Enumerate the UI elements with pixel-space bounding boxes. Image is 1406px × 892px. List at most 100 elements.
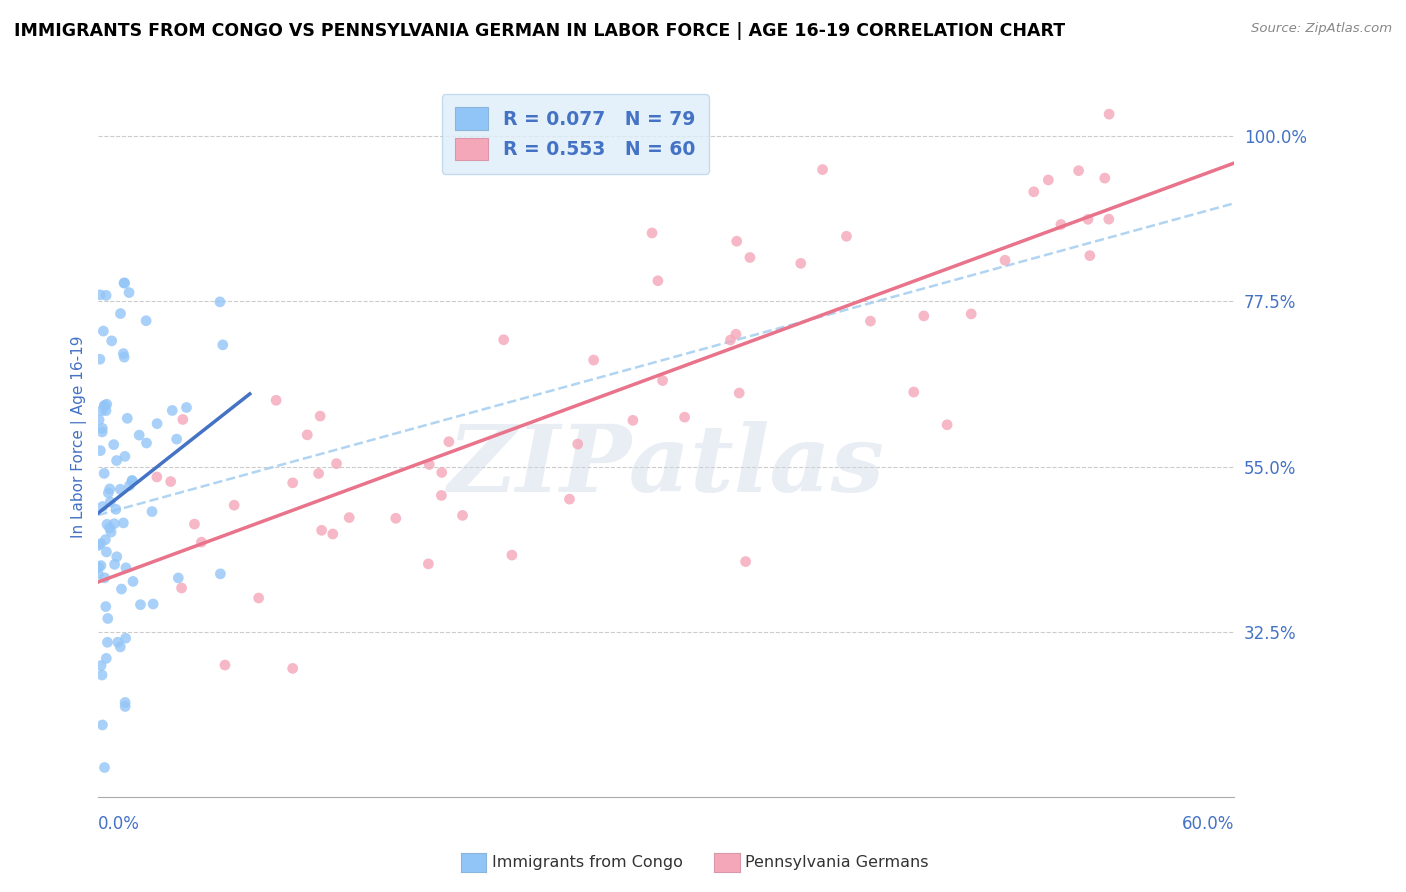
- Point: [558, 492, 581, 507]
- Point: [97, 611, 120, 625]
- Point: [183, 517, 205, 532]
- Point: [651, 374, 673, 388]
- Point: [418, 557, 440, 571]
- Point: [114, 695, 136, 709]
- Y-axis label: In Labor Force | Age 16-19: In Labor Force | Age 16-19: [72, 336, 87, 539]
- Point: [960, 307, 983, 321]
- Point: [322, 527, 344, 541]
- Point: [309, 409, 332, 423]
- Point: [105, 453, 128, 467]
- Point: [430, 488, 453, 502]
- Point: [1067, 163, 1090, 178]
- Point: [104, 558, 127, 572]
- Point: [418, 458, 440, 472]
- Point: [110, 482, 132, 496]
- Point: [128, 428, 150, 442]
- Point: [91, 718, 114, 732]
- Point: [135, 436, 157, 450]
- Point: [122, 574, 145, 589]
- Point: [1098, 212, 1121, 227]
- Point: [112, 350, 135, 364]
- Point: [89, 352, 111, 367]
- Point: [110, 640, 132, 654]
- Point: [582, 353, 605, 368]
- Point: [430, 466, 453, 480]
- Point: [129, 598, 152, 612]
- Point: [91, 324, 114, 338]
- Point: [93, 760, 115, 774]
- Point: [114, 450, 136, 464]
- Text: 0.0%: 0.0%: [98, 815, 141, 833]
- Point: [100, 334, 122, 348]
- Point: [107, 635, 129, 649]
- Point: [170, 581, 193, 595]
- Point: [492, 333, 515, 347]
- Text: IMMIGRANTS FROM CONGO VS PENNSYLVANIA GERMAN IN LABOR FORCE | AGE 16-19 CORRELAT: IMMIGRANTS FROM CONGO VS PENNSYLVANIA GE…: [14, 22, 1066, 40]
- Point: [190, 535, 212, 549]
- Point: [224, 498, 246, 512]
- Point: [118, 285, 141, 300]
- Point: [98, 495, 121, 509]
- Point: [281, 475, 304, 490]
- Point: [103, 516, 125, 531]
- Point: [208, 294, 231, 309]
- Point: [384, 511, 406, 525]
- Point: [91, 403, 114, 417]
- Point: [90, 658, 112, 673]
- Point: [1038, 173, 1060, 187]
- Point: [93, 571, 115, 585]
- Point: [112, 516, 135, 530]
- Point: [247, 591, 270, 605]
- Point: [112, 276, 135, 290]
- Point: [859, 314, 882, 328]
- Point: [105, 549, 128, 564]
- Point: [146, 417, 169, 431]
- Point: [96, 651, 118, 665]
- Point: [100, 525, 122, 540]
- Point: [281, 661, 304, 675]
- Point: [91, 500, 114, 514]
- Point: [209, 566, 232, 581]
- Point: [114, 699, 136, 714]
- Point: [94, 403, 117, 417]
- Point: [728, 386, 751, 401]
- Point: [647, 274, 669, 288]
- Point: [738, 251, 761, 265]
- Text: Source: ZipAtlas.com: Source: ZipAtlas.com: [1251, 22, 1392, 36]
- Point: [725, 234, 748, 248]
- Point: [1022, 185, 1045, 199]
- Point: [93, 398, 115, 412]
- Point: [172, 412, 194, 426]
- Point: [98, 482, 121, 496]
- Point: [112, 346, 135, 360]
- Point: [297, 427, 319, 442]
- Point: [91, 425, 114, 439]
- Point: [141, 505, 163, 519]
- Point: [176, 401, 198, 415]
- Point: [214, 658, 236, 673]
- Point: [936, 417, 959, 432]
- Point: [117, 411, 139, 425]
- Point: [621, 413, 644, 427]
- Point: [94, 288, 117, 302]
- Point: [264, 393, 287, 408]
- Point: [87, 560, 110, 574]
- Point: [1094, 171, 1116, 186]
- Point: [167, 571, 190, 585]
- Point: [308, 467, 330, 481]
- Point: [451, 508, 474, 523]
- Point: [121, 474, 143, 488]
- Point: [166, 432, 188, 446]
- Legend: R = 0.077   N = 79, R = 0.553   N = 60: R = 0.077 N = 79, R = 0.553 N = 60: [441, 94, 709, 174]
- Point: [114, 631, 136, 645]
- Point: [790, 256, 813, 270]
- Point: [118, 478, 141, 492]
- Point: [903, 385, 925, 400]
- Point: [96, 545, 118, 559]
- Point: [162, 403, 184, 417]
- Point: [87, 567, 110, 582]
- Point: [98, 521, 121, 535]
- Point: [93, 399, 115, 413]
- Point: [1077, 212, 1099, 227]
- Point: [87, 539, 110, 553]
